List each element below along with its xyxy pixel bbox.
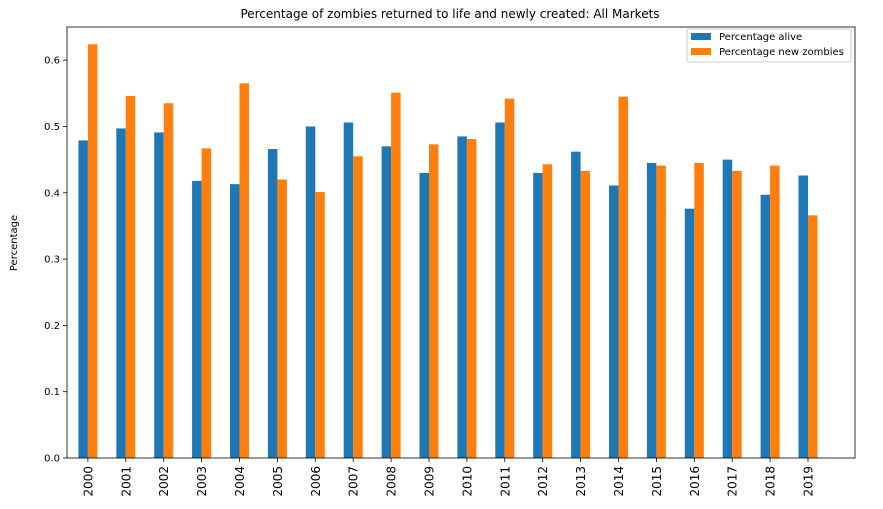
bar-new-zombies-2005 (277, 179, 287, 458)
bar-new-zombies-2014 (618, 96, 628, 459)
bar-alive-2015 (646, 162, 657, 458)
y-axis-label: Percentage (9, 215, 20, 271)
bar-alive-2002 (154, 132, 164, 458)
bar-new-zombies-2019 (808, 215, 818, 458)
legend-swatch-alive (691, 33, 711, 40)
bar-new-zombies-2015 (656, 165, 666, 458)
bar-alive-2000 (78, 140, 88, 458)
y-tick-label: 0.4 (44, 188, 60, 199)
bar-alive-2004 (230, 184, 240, 458)
x-tick-label: 2006 (309, 466, 323, 497)
y-tick-label: 0.5 (44, 122, 60, 133)
bar-new-zombies-2004 (239, 83, 249, 459)
y-tick-label: 0.2 (44, 321, 60, 332)
x-tick-label: 2010 (460, 466, 474, 497)
x-tick-label: 2018 (764, 466, 778, 497)
x-tick-label: 2004 (233, 466, 247, 497)
bar-alive-2007 (343, 122, 354, 458)
plot-frame (66, 26, 856, 459)
bar-alive-2016 (684, 208, 695, 458)
x-tick-label: 2013 (574, 466, 588, 497)
x-tick-label: 2017 (726, 466, 740, 497)
bar-alive-2019 (798, 175, 808, 458)
bar-new-zombies-2011 (504, 98, 515, 459)
legend-label-alive: Percentage alive (719, 32, 802, 43)
bar-new-zombies-2016 (694, 162, 704, 458)
x-tick-label: 2003 (195, 466, 209, 497)
x-tick-label: 2007 (347, 466, 361, 497)
bar-alive-2018 (760, 194, 771, 458)
y-tick-label: 0.1 (44, 387, 60, 398)
bar-alive-2008 (381, 146, 392, 458)
bar-new-zombies-2007 (353, 156, 363, 459)
bar-new-zombies-2000 (87, 44, 98, 459)
bar-alive-2005 (267, 149, 278, 458)
x-tick-label: 2005 (271, 466, 285, 497)
x-tick-label: 2000 (81, 466, 95, 497)
x-tick-label: 2009 (423, 466, 437, 497)
bar-alive-2012 (533, 172, 543, 458)
bar-alive-2013 (571, 151, 581, 458)
bar-new-zombies-2017 (732, 170, 742, 458)
y-tick-label: 0.0 (44, 454, 60, 465)
bar-alive-2009 (419, 172, 429, 458)
legend: Percentage alive Percentage new zombies (686, 28, 852, 63)
bar-new-zombies-2018 (770, 165, 780, 458)
bar-alive-2010 (457, 136, 467, 458)
bar-alive-2014 (609, 185, 619, 459)
x-tick-label: 2016 (688, 466, 702, 497)
x-tick-label: 2011 (498, 466, 512, 497)
legend-swatch-new-zombies (691, 48, 711, 55)
bar-new-zombies-2006 (315, 192, 325, 459)
bar-alive-2006 (305, 126, 316, 459)
legend-label-new-zombies: Percentage new zombies (719, 47, 844, 58)
bar-new-zombies-2012 (542, 164, 553, 458)
x-tick-label: 2001 (119, 466, 133, 497)
bar-new-zombies-2002 (163, 103, 174, 458)
bar-alive-2001 (116, 128, 126, 458)
bar-new-zombies-2008 (391, 92, 401, 458)
x-tick-label: 2019 (802, 466, 816, 497)
x-tick-label: 2008 (385, 466, 399, 497)
bar-new-zombies-2013 (580, 170, 591, 458)
bar-new-zombies-2009 (429, 144, 439, 459)
bar-alive-2003 (192, 180, 202, 458)
legend-box (686, 28, 852, 63)
x-tick-label: 2014 (612, 466, 626, 497)
x-tick-label: 2002 (157, 466, 171, 497)
chart-title: Percentage of zombies returned to life a… (240, 7, 659, 21)
bar-alive-2017 (722, 159, 733, 458)
bar-new-zombies-2003 (201, 148, 212, 458)
y-tick-label: 0.3 (44, 255, 60, 266)
bar-new-zombies-2010 (466, 139, 477, 458)
x-tick-label: 2015 (650, 466, 664, 497)
plot-area: 2000 2001 2002 2003 2004 2005 2006 2007 2008 2009… (44, 26, 856, 497)
bar-new-zombies-2001 (125, 95, 136, 459)
bar-alive-2011 (495, 122, 505, 458)
x-tick-label: 2012 (536, 466, 550, 497)
y-tick-label: 0.6 (44, 56, 60, 67)
